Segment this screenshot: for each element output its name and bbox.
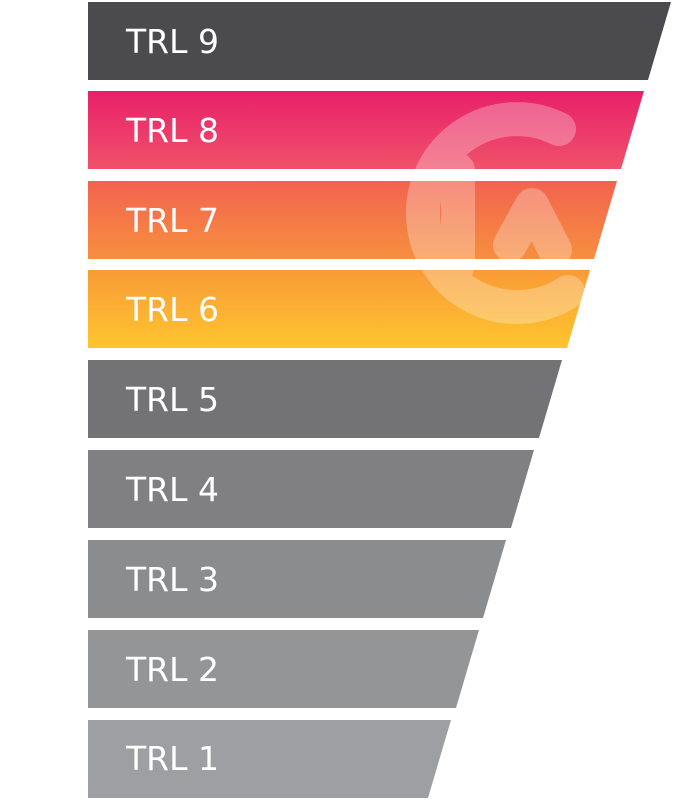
trl-bar-1: TRL 1 [88,720,451,798]
trl-bar-6: TRL 6 [88,270,590,348]
trl-label: TRL 3 [125,560,219,599]
trl-bar-shape [88,630,479,708]
trl-bar-shape [88,270,590,348]
trl-bar-9: TRL 9 [88,2,671,80]
trl-label: TRL 8 [125,111,219,150]
logo-watermark-icon [405,102,585,325]
trl-bar-7: TRL 7 [88,181,617,259]
trl-label: TRL 9 [125,22,219,61]
trl-label: TRL 7 [125,201,219,240]
trl-label: TRL 5 [125,380,219,419]
trl-bar-3: TRL 3 [88,540,506,618]
trl-label: TRL 1 [125,739,219,778]
trl-bar-shape [88,720,451,798]
trl-bar-2: TRL 2 [88,630,479,708]
trl-bar-shape [88,360,562,438]
trl-bar-shape [88,540,506,618]
trl-label: TRL 4 [125,470,219,509]
trl-label: TRL 6 [125,290,219,329]
trl-bar-shape [88,2,671,80]
trl-bar-shape [88,450,534,528]
trl-bar-8: TRL 8 [88,91,644,169]
trl-label: TRL 2 [125,650,219,689]
trl-bar-5: TRL 5 [88,360,562,438]
trl-bar-shape [88,181,617,259]
trl-bar-4: TRL 4 [88,450,534,528]
trl-bar-shape [88,91,644,169]
